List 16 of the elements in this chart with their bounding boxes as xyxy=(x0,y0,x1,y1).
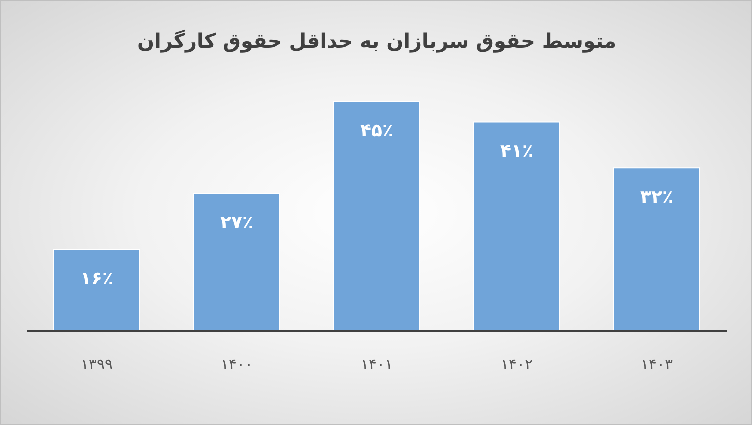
bar xyxy=(194,193,280,332)
bar xyxy=(614,168,700,332)
bar xyxy=(334,101,420,332)
data-label: ۱۶٪ xyxy=(80,268,114,290)
x-tick-label: ۱۴۰۲ xyxy=(500,356,534,374)
x-tick-label: ۱۳۹۹ xyxy=(80,356,114,374)
bar xyxy=(474,122,560,332)
data-label: ۲۷٪ xyxy=(220,212,254,234)
bar xyxy=(54,249,140,332)
chart-title: متوسط حقوق سربازان به حداقل حقوق کارگران xyxy=(136,29,618,53)
x-tick-label: ۱۴۰۰ xyxy=(220,356,254,374)
data-label: ۴۵٪ xyxy=(360,120,394,142)
x-tick-label: ۱۴۰۱ xyxy=(360,356,394,374)
data-label: ۴۱٪ xyxy=(500,141,534,162)
x-tick-label: ۱۴۰۳ xyxy=(640,356,674,374)
data-label: ۳۲٪ xyxy=(640,186,674,208)
